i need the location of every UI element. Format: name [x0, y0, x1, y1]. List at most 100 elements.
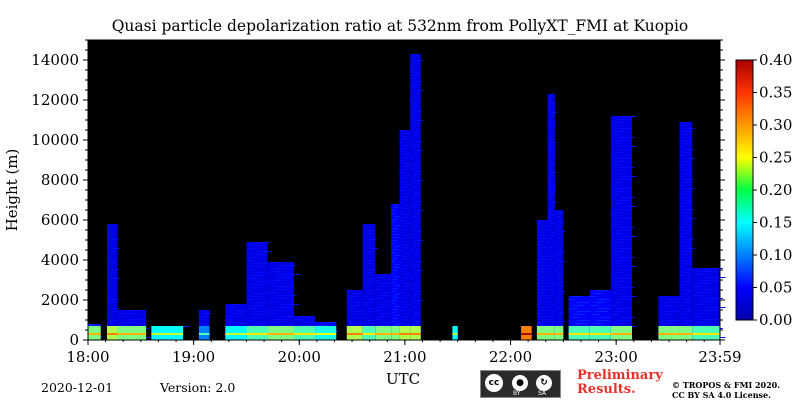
data-column-23	[610, 116, 637, 340]
column-streak	[665, 311, 680, 312]
column-streak	[381, 292, 393, 293]
column-streak	[110, 251, 117, 252]
column-streak	[111, 248, 120, 249]
column-streak	[200, 319, 206, 320]
column-streak	[550, 244, 555, 245]
column-streak	[202, 316, 209, 317]
column-streak	[401, 259, 406, 260]
column-streak	[400, 301, 404, 302]
column-streak	[267, 313, 276, 314]
column-streak	[549, 196, 554, 197]
column-streak	[685, 128, 695, 129]
column-streak	[400, 211, 404, 212]
column-streak	[400, 190, 405, 191]
column-streak	[550, 253, 556, 254]
column-streak	[376, 298, 384, 299]
column-streak	[365, 233, 372, 234]
column-streak	[682, 152, 690, 153]
column-streak	[400, 271, 404, 272]
column-streak	[590, 305, 599, 306]
column-streak	[109, 302, 116, 303]
column-streak	[229, 325, 241, 326]
column-streak	[536, 244, 541, 245]
column-streak	[539, 280, 545, 281]
column-streak	[253, 323, 268, 324]
column-streak	[666, 320, 682, 321]
column-streak	[402, 187, 409, 188]
column-streak	[410, 198, 415, 199]
column-streak	[404, 253, 413, 254]
column-streak	[232, 322, 247, 323]
column-streak	[319, 325, 330, 326]
column-streak	[255, 251, 272, 252]
column-streak	[353, 302, 365, 303]
column-streak	[548, 238, 552, 239]
column-streak	[547, 160, 551, 161]
column-streak	[368, 278, 378, 279]
column-streak	[109, 242, 116, 243]
column-streak	[616, 290, 628, 291]
column-streak	[401, 298, 408, 299]
column-streak	[558, 321, 566, 322]
column-streak	[548, 298, 552, 299]
column-streak	[110, 230, 118, 231]
column-streak	[248, 278, 258, 279]
data-column-12	[375, 274, 395, 340]
column-streak	[704, 307, 726, 308]
column-streak	[616, 320, 628, 321]
column-streak	[682, 182, 690, 183]
column-streak	[682, 233, 689, 234]
column-streak	[126, 310, 144, 311]
column-streak	[610, 275, 618, 276]
column-streak	[556, 216, 561, 217]
low-band-peak	[107, 333, 118, 335]
column-streak	[591, 314, 601, 315]
column-streak	[247, 269, 255, 270]
column-streak	[548, 118, 552, 119]
column-streak	[619, 287, 635, 288]
column-streak	[556, 276, 561, 277]
column-streak	[683, 311, 691, 312]
column-streak	[558, 312, 565, 313]
data-column-24	[658, 296, 684, 340]
column-streak	[679, 257, 684, 258]
column-streak	[571, 296, 582, 297]
column-streak	[662, 314, 674, 315]
column-streak	[617, 119, 630, 120]
column-streak	[410, 78, 415, 79]
column-streak	[685, 248, 695, 249]
low-band-peak	[658, 333, 680, 335]
data-column-22	[589, 290, 616, 340]
column-streak	[611, 134, 620, 135]
column-streak	[550, 322, 557, 323]
column-streak	[556, 306, 561, 307]
data-column-0	[88, 324, 102, 340]
column-streak	[403, 274, 412, 275]
low-band-peak	[410, 333, 421, 335]
column-streak	[367, 299, 377, 300]
column-streak	[683, 290, 693, 291]
column-streak	[685, 278, 695, 279]
column-streak	[411, 267, 416, 268]
column-streak	[547, 280, 551, 281]
column-streak	[614, 152, 624, 153]
data-column-8	[293, 316, 320, 340]
column-streak	[109, 323, 115, 324]
column-streak	[378, 316, 387, 317]
column-streak	[617, 179, 630, 180]
column-streak	[412, 54, 419, 55]
column-streak	[400, 250, 405, 251]
column-streak	[659, 317, 667, 318]
column-streak	[548, 127, 553, 128]
column-streak	[680, 185, 686, 186]
column-streak	[252, 254, 266, 255]
column-streak	[107, 236, 112, 237]
column-streak	[399, 232, 403, 233]
column-streak	[117, 316, 127, 317]
column-streak	[683, 230, 693, 231]
column-streak	[401, 178, 408, 179]
column-streak	[612, 233, 622, 234]
column-streak	[684, 239, 694, 240]
column-streak	[541, 256, 549, 257]
column-streak	[391, 312, 395, 313]
